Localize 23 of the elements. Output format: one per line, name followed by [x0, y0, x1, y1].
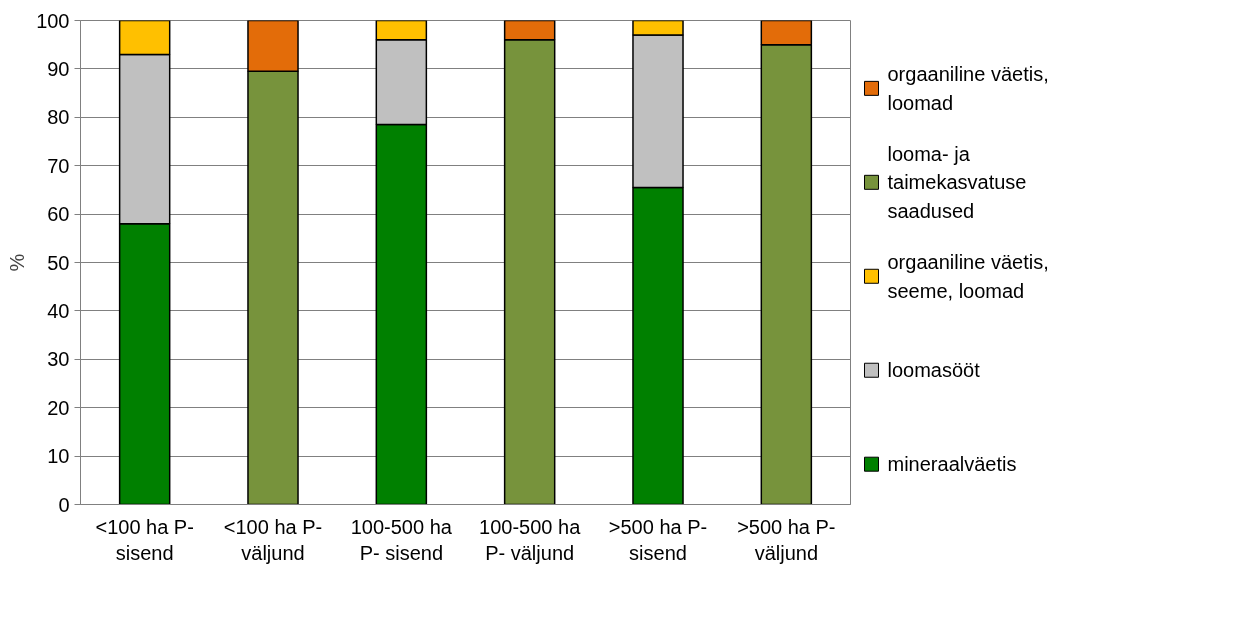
y-tick-label: 70 — [47, 154, 70, 177]
y-axis-title: % — [6, 253, 29, 272]
y-tick-label: 10 — [47, 445, 70, 468]
x-tick-label: >500 ha P- väljund — [737, 515, 836, 564]
x-tick-label: <100 ha P- väljund — [223, 515, 323, 564]
x-tick-label: 100-500 ha P- sisend — [350, 515, 453, 564]
y-tick-label: 90 — [47, 57, 70, 80]
legend-label: loomasööt — [887, 359, 981, 382]
y-tick-label: 100 — [36, 9, 70, 32]
legend-label: mineraalväetis — [887, 453, 1017, 476]
y-tick-label: 60 — [47, 203, 70, 226]
y-tick-label: 0 — [58, 493, 70, 516]
legend-label: orgaaniline väetis, seeme, loomad — [887, 250, 1049, 302]
y-tick-label: 50 — [47, 251, 70, 274]
y-tick-label: 80 — [47, 106, 70, 129]
y-tick-label: 40 — [47, 299, 70, 322]
legend-label: orgaaniline väetis, loomad — [887, 63, 1049, 114]
x-tick-label: 100-500 ha P- väljund — [479, 515, 582, 564]
y-tick-label: 30 — [47, 348, 70, 371]
legend-label: looma- ja taimekasvatuse saadused — [887, 142, 1027, 222]
y-tick-label: 20 — [47, 396, 70, 419]
x-tick-label: >500 ha P- sisend — [608, 515, 708, 564]
x-tick-label: <100 ha P- sisend — [95, 515, 194, 564]
